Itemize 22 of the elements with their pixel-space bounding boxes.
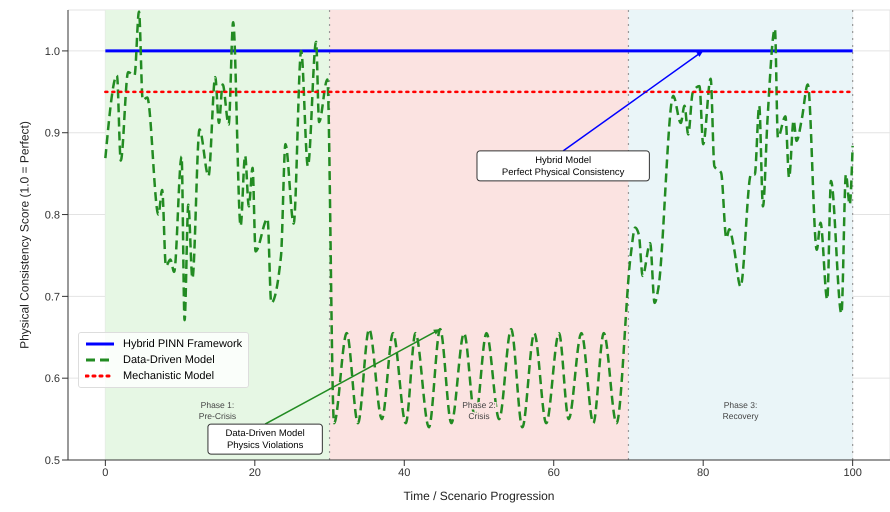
annotation: Hybrid Model Perfect Physical Consistency (502, 154, 625, 178)
band-label: Phase 1: Pre-Crisis (198, 400, 236, 421)
y-tick-label: 0.6 (44, 373, 60, 386)
y-tick-label: 0.8 (44, 209, 60, 222)
x-tick-label: 80 (697, 466, 710, 479)
y-tick-label: 0.5 (44, 454, 60, 467)
x-tick-label: 0 (102, 466, 108, 479)
line-series (104, 10, 854, 429)
legend-label: Data-Driven Model (123, 354, 215, 366)
y-tick-label: 1.0 (44, 46, 60, 58)
y-tick-label: 0.7 (44, 291, 60, 304)
x-tick-label: 100 (843, 466, 862, 479)
x-axis-title: Time / Scenario Progression (404, 489, 554, 503)
annotation: Data-Driven Model Physics Violations (226, 428, 305, 452)
y-tick-label: 0.9 (44, 128, 60, 140)
legend-label: Mechanistic Model (123, 370, 214, 382)
x-tick-label: 60 (548, 466, 560, 479)
x-tick-label: 20 (248, 466, 261, 479)
x-tick-label: 40 (398, 466, 410, 479)
y-axis-title: Physical Consistency Score (1.0 = Perfect) (17, 121, 32, 349)
legend-label: Hybrid PINN Framework (123, 338, 242, 350)
band-label: Phase 3: Recovery (722, 400, 760, 421)
